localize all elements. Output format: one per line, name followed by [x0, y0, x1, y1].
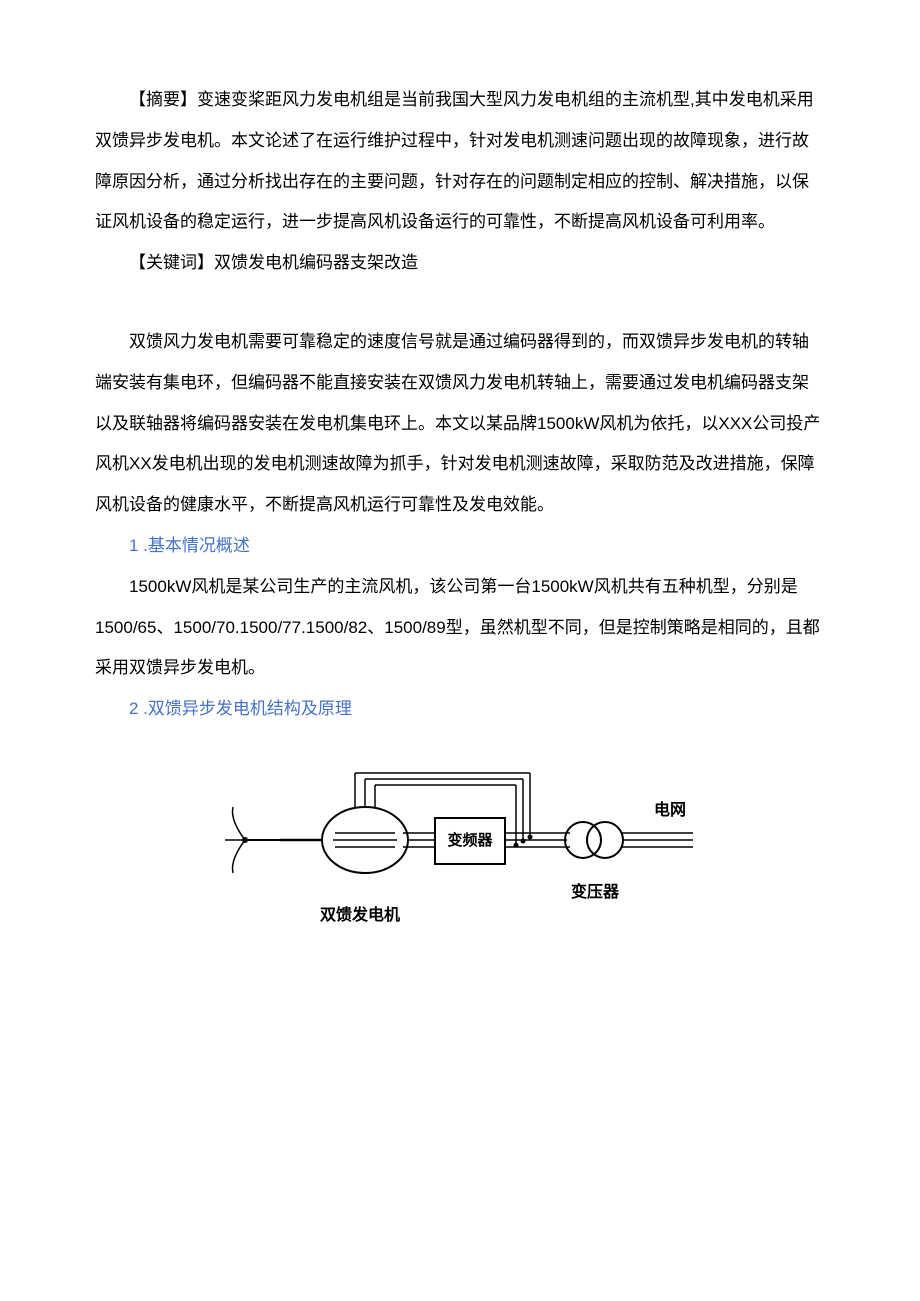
- section2-heading: 2 .双馈异步发电机结构及原理: [95, 689, 825, 730]
- intro-paragraph: 双馈风力发电机需要可靠稳定的速度信号就是通过编码器得到的，而双馈异步发电机的转轴…: [95, 322, 825, 526]
- circuit-diagram: 变频器 双馈发电机 变压器 电网: [225, 745, 695, 935]
- transformer-label: 变压器: [571, 882, 620, 901]
- transformer-to-grid-lines: [621, 833, 693, 847]
- generator-shape: [322, 807, 408, 873]
- generator-label: 双馈发电机: [320, 905, 400, 924]
- inverter-label: 变频器: [447, 831, 493, 849]
- transformer-shape: [565, 822, 623, 858]
- grid-label: 电网: [654, 800, 686, 819]
- section1-heading: 1 .基本情况概述: [95, 526, 825, 567]
- diagram-container: 变频器 双馈发电机 变压器 电网: [95, 745, 825, 935]
- turbine-icon: [225, 807, 280, 873]
- section1-body: 1500kW风机是某公司生产的主流风机，该公司第一台1500kW风机共有五种机型…: [95, 567, 825, 689]
- abstract-paragraph: 【摘要】变速变桨距风力发电机组是当前我国大型风力发电机组的主流机型,其中发电机采…: [95, 80, 825, 243]
- keywords-paragraph: 【关键词】双馈发电机编码器支架改造: [95, 243, 825, 284]
